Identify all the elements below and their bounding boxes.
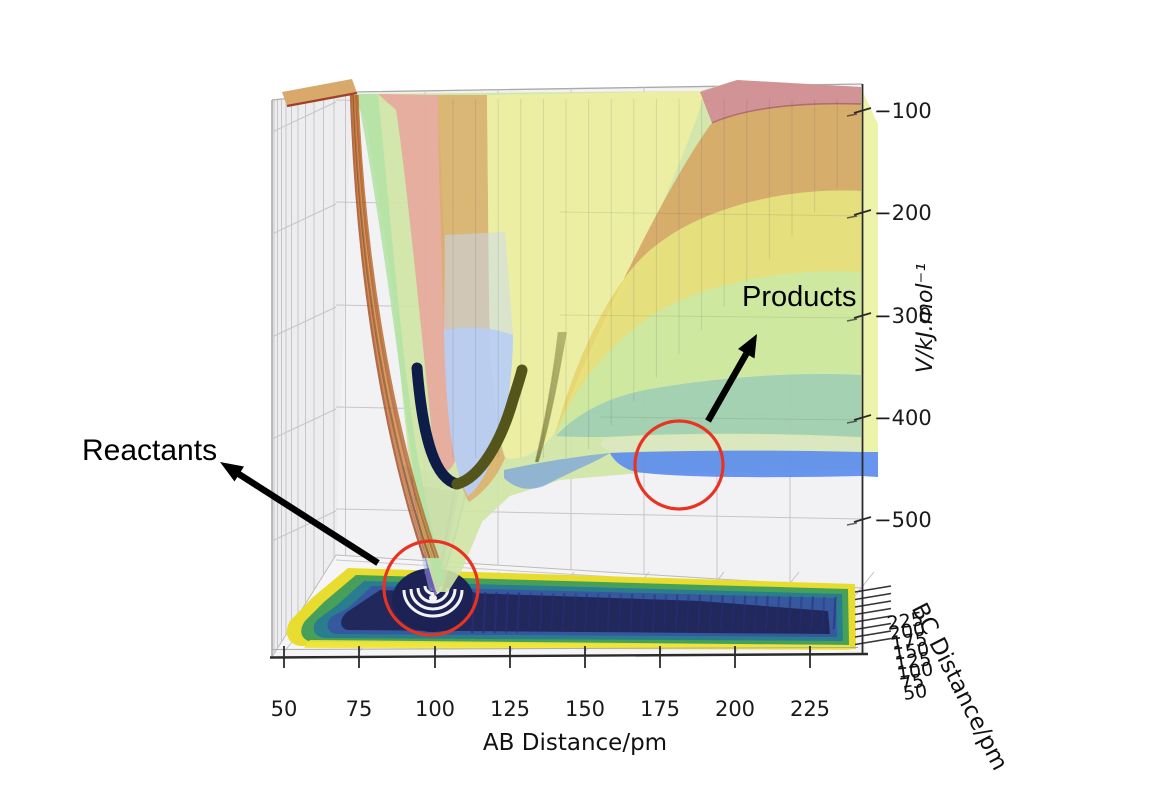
floor-front-edge <box>271 647 859 650</box>
z-tick-n400: −400 <box>874 406 932 430</box>
bc-tick-175: 175 <box>890 628 929 655</box>
reaction-path-olive <box>451 364 528 490</box>
products-circle-marker <box>633 419 725 511</box>
band-right-yellow <box>555 190 861 435</box>
band-left-green <box>357 94 446 586</box>
bc-axis-tickmarks <box>854 585 892 646</box>
reactants-annotation: Reactants <box>82 434 380 566</box>
z-tick-n100: −100 <box>874 99 932 123</box>
valley-blue-stripe <box>610 450 878 478</box>
annotation-layer: Reactants Products <box>82 281 856 637</box>
reactants-label: Reactants <box>82 434 217 467</box>
z-axis-tickmarks <box>846 107 872 526</box>
contour-striations <box>470 591 837 634</box>
products-arrow-head <box>738 334 757 359</box>
z-tick-n300: −300 <box>874 304 932 328</box>
front-slice-spill <box>861 88 878 452</box>
band-paleyellow <box>487 91 705 459</box>
bc-tick-150: 150 <box>892 638 931 665</box>
axes: 50 75 100 125 150 175 200 225 AB Distanc… <box>269 84 1013 775</box>
products-label: Products <box>742 281 856 313</box>
bc-axis-tick-labels: 225 200 175 150 125 100 75 50 <box>886 608 935 705</box>
z-tick-n200: −200 <box>874 201 932 225</box>
bc-tick-100: 100 <box>896 658 935 685</box>
bowl-interior-blue <box>444 327 513 496</box>
left-wall-grid <box>271 92 346 654</box>
surface-slice-lines <box>452 99 838 458</box>
products-arrow-shaft <box>705 347 752 423</box>
x-tick-150: 150 <box>565 697 605 721</box>
surface-grid-overlay <box>559 211 862 421</box>
bc-tick-125: 125 <box>894 648 933 675</box>
band-right-palegap <box>600 434 861 453</box>
saddle-fan-lines <box>534 331 567 463</box>
top-left-plateau <box>282 79 357 106</box>
x-axis-title: AB Distance/pm <box>483 730 667 756</box>
x-tick-125: 125 <box>490 697 530 721</box>
z-axis-title: V/kJ.mol⁻¹ <box>913 263 938 373</box>
x-tick-75: 75 <box>346 697 373 721</box>
x-tick-225: 225 <box>790 697 830 721</box>
z-axis-tick-labels: −100 −200 −300 −400 −500 <box>874 99 932 532</box>
surface-bands <box>282 79 878 592</box>
products-annotation: Products <box>705 281 856 423</box>
x-axis-spine <box>269 652 869 659</box>
band-right-orange <box>555 103 861 435</box>
reactants-circle-marker <box>382 539 480 637</box>
x-tick-50: 50 <box>271 697 298 721</box>
band-right-palegreen <box>555 271 861 435</box>
x-tick-200: 200 <box>715 697 755 721</box>
reaction-path-navy <box>411 362 463 490</box>
floor-left-seam <box>271 554 337 658</box>
bc-tick-50: 50 <box>902 680 929 705</box>
bc-tick-200: 200 <box>888 618 927 645</box>
bc-tick-75: 75 <box>899 670 926 695</box>
band-left-salmon <box>378 94 457 472</box>
band-right-teal <box>556 374 861 437</box>
x-axis-tick-labels: 50 75 100 125 150 175 200 225 <box>271 697 830 721</box>
bc-tick-225: 225 <box>886 608 925 635</box>
band-cap-red <box>700 80 861 123</box>
x-tick-100: 100 <box>415 697 455 721</box>
top-left-plateau-edge <box>286 91 358 108</box>
valley-blue-tail <box>504 453 610 489</box>
bowl-interior-light <box>444 232 513 335</box>
z-tick-n500: −500 <box>874 508 932 532</box>
reactants-arrow-shaft <box>232 468 380 566</box>
left-wall-crayon-bundle <box>349 94 440 559</box>
reactants-arrow-head <box>220 462 244 482</box>
x-axis-tickmarks <box>283 646 811 668</box>
x-tick-175: 175 <box>640 697 680 721</box>
